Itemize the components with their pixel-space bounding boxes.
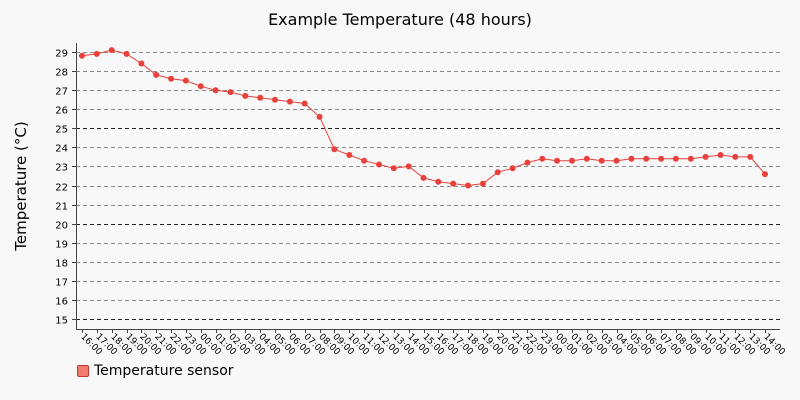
data-point: [524, 159, 531, 166]
y-tick-label: 24: [55, 144, 68, 155]
data-point: [390, 165, 397, 172]
data-point: [717, 152, 724, 158]
y-tick-label: 16: [55, 297, 68, 308]
data-point: [658, 155, 665, 162]
data-point: [509, 165, 516, 172]
data-point: [450, 180, 457, 187]
y-tick-labels: 15 16 17 18 19 20 21 22 23 24 25 26 27 28 29: [55, 49, 68, 327]
y-tick-label: 28: [55, 68, 68, 79]
data-point: [702, 153, 709, 160]
y-tick-label: 22: [55, 183, 68, 194]
legend-label: Temperature sensor: [94, 363, 234, 379]
legend: Temperature sensor: [77, 363, 234, 379]
data-point: [687, 155, 694, 162]
series-line: [81, 49, 766, 187]
data-point: [569, 157, 575, 164]
data-point: [212, 87, 219, 94]
legend-swatch: [77, 365, 89, 377]
y-tick-label: 20: [55, 221, 68, 232]
data-point: [108, 47, 115, 54]
data-point: [747, 153, 754, 160]
series-temperature-sensor: [79, 47, 768, 189]
data-point: [613, 157, 620, 164]
data-point: [420, 174, 427, 181]
data-point: [405, 163, 412, 170]
data-point: [672, 155, 679, 162]
chart-title: Example Temperature (48 hours): [268, 10, 532, 29]
data-point: [346, 152, 353, 158]
y-tick-label: 26: [55, 106, 68, 117]
x-tick-labels: 16:0017:0018:0019:0020:0021:0022:0023:00…: [78, 332, 787, 358]
y-tick-label: 25: [55, 125, 68, 136]
data-point: [227, 89, 234, 96]
data-point: [628, 155, 635, 162]
data-point: [168, 75, 175, 82]
data-point: [732, 153, 739, 160]
data-point: [479, 180, 486, 187]
data-point: [286, 98, 293, 105]
data-point: [598, 157, 605, 164]
y-tick-label: 15: [55, 316, 68, 327]
y-tick-label: 29: [55, 49, 68, 60]
data-point: [123, 50, 130, 57]
y-tick-label: 18: [55, 259, 68, 270]
axes: [72, 43, 780, 333]
data-point: [316, 113, 323, 120]
data-point: [182, 77, 189, 84]
data-point: [331, 146, 338, 153]
data-point: [79, 52, 85, 59]
y-tick-label: 21: [55, 202, 68, 213]
data-point: [138, 60, 145, 67]
data-point: [301, 100, 308, 107]
y-tick-label: 23: [55, 163, 68, 174]
data-point: [494, 169, 501, 176]
data-point: [361, 157, 368, 164]
data-point: [242, 92, 249, 99]
y-axis-label: Temperature (°C): [12, 121, 30, 251]
y-tick-label: 27: [55, 87, 68, 98]
data-point: [465, 182, 471, 189]
data-point: [272, 96, 278, 103]
grid-lines: [76, 52, 780, 320]
data-point: [435, 178, 442, 185]
y-tick-label: 17: [55, 278, 68, 289]
y-tick-label: 19: [55, 240, 68, 251]
data-point: [153, 71, 160, 78]
data-point: [376, 161, 382, 168]
data-point: [93, 50, 100, 57]
data-point: [257, 94, 264, 101]
data-point: [643, 155, 650, 162]
data-point: [197, 83, 204, 90]
data-point: [583, 155, 590, 162]
data-point: [554, 157, 561, 164]
data-point: [762, 171, 768, 178]
data-point: [539, 155, 546, 162]
